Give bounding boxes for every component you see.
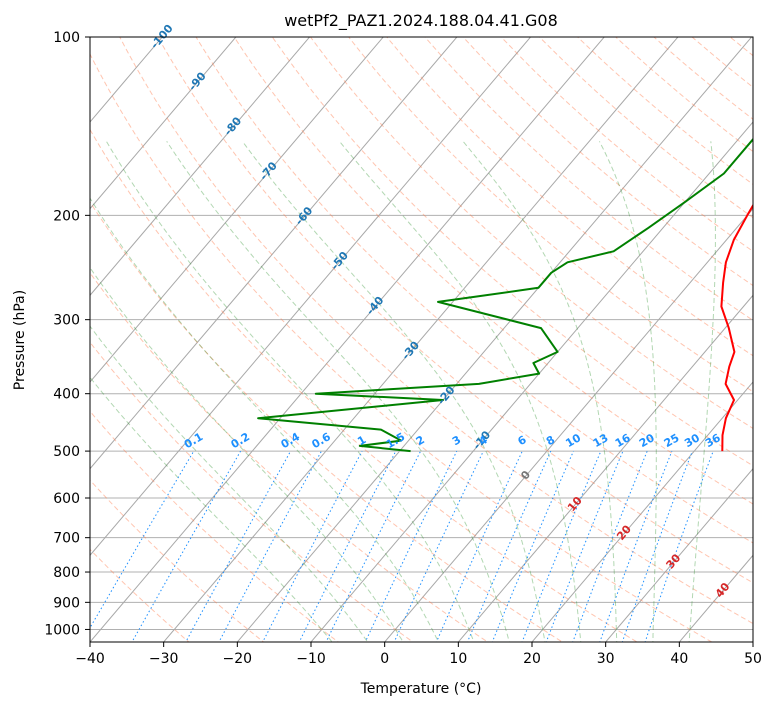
chart-title: wetPf2_PAZ1.2024.188.04.41.G08 [284, 11, 558, 31]
x-tick-label: 40 [670, 651, 688, 667]
y-tick-label: 300 [53, 313, 80, 329]
y-tick-label: 1000 [44, 622, 80, 638]
mixing-ratio-line [466, 450, 552, 642]
isotherm-line [90, 37, 311, 297]
dry-adiabat-line [615, 37, 753, 153]
x-tick-label: −30 [149, 651, 179, 667]
moist-adiabat-line [90, 197, 440, 642]
moist-adiabat-line [462, 140, 618, 642]
y-tick-label: 400 [53, 387, 80, 403]
isotherm-line [384, 207, 753, 642]
isotherm-line [531, 381, 753, 642]
y-tick-label: 700 [53, 531, 80, 547]
x-tick-label: 20 [523, 651, 541, 667]
y-tick-label: 200 [53, 208, 80, 224]
dry-adiabat-line [233, 37, 753, 505]
mixing-ratio-line [364, 450, 458, 642]
dry-adiabat-line [309, 37, 753, 429]
x-axis-title: Temperature (°C) [360, 681, 482, 697]
dry-adiabat-line [386, 37, 753, 357]
dry-adiabat-line [90, 201, 564, 642]
moist-adiabat-line [339, 140, 582, 642]
mixing-ratio-line [185, 450, 292, 642]
mixing-ratio-line [131, 450, 242, 642]
moist-adiabat-line [105, 141, 475, 642]
dry-adiabat-line [90, 128, 638, 642]
isotherm-line [90, 37, 532, 557]
mixing-ratio-line [218, 450, 322, 642]
isotherm-line [605, 467, 753, 642]
isotherm-line [90, 37, 237, 210]
plot-frame [89, 36, 754, 643]
isotherm-line [90, 37, 605, 642]
y-axis-title: Pressure (hPa) [12, 290, 28, 390]
dry-adiabat-line [538, 37, 753, 219]
x-tick-label: 50 [744, 651, 762, 667]
moist-adiabat-line [598, 141, 657, 642]
mixing-ratio-line [644, 450, 714, 642]
isotherm-line [236, 37, 753, 642]
isotherm-line [310, 121, 753, 642]
dry-adiabat-line [195, 37, 753, 544]
isotherm-line [163, 37, 679, 642]
y-tick-label: 900 [53, 595, 80, 611]
mixing-ratio-line [491, 450, 574, 642]
dry-adiabat-line [271, 37, 753, 467]
dry-adiabat-line [157, 37, 753, 584]
axes-layer: −40 −30 −20 −10 0 10 20 30 40 50 100 200 300 400 500 60… [44, 30, 762, 667]
grid-layer [90, 37, 753, 642]
mixing-ratio-line [90, 450, 195, 629]
dry-adiabat-line [500, 37, 753, 252]
y-tick-label: 600 [53, 491, 80, 507]
x-tick-label: −10 [296, 651, 326, 667]
x-tick-label: 0 [380, 651, 389, 667]
x-tick-label: 10 [449, 651, 467, 667]
mixing-ratio-line [262, 450, 363, 642]
mixing-ratio-line [435, 450, 523, 642]
y-tick-label: 100 [53, 30, 80, 46]
moist-adiabat-line [90, 376, 333, 642]
isotherm-line [457, 294, 753, 642]
dry-adiabat-line [90, 479, 265, 642]
dry-adiabat-line [90, 53, 713, 642]
moist-adiabat-line [688, 141, 716, 642]
moist-adiabat-line [241, 141, 546, 642]
dewpoint-profile-line [257, 137, 753, 453]
dry-adiabat-line [424, 37, 753, 321]
series-layer [257, 137, 753, 453]
y-tick-label: 500 [53, 444, 80, 460]
dry-adiabat-line [348, 37, 753, 393]
moist-adiabat-line [166, 141, 510, 642]
plot-area [90, 37, 753, 642]
x-tick-label: −40 [75, 651, 105, 667]
temperature-profile-line [720, 203, 753, 452]
isotherm-line [90, 37, 384, 383]
y-tick-label: 800 [53, 565, 80, 581]
dry-adiabat-line [90, 271, 489, 642]
dry-adiabat-line [119, 37, 753, 625]
x-tick-label: 30 [597, 651, 615, 667]
x-tick-label: −20 [223, 651, 253, 667]
mixing-ratio-line [521, 450, 602, 642]
isotherm-line [90, 37, 458, 470]
